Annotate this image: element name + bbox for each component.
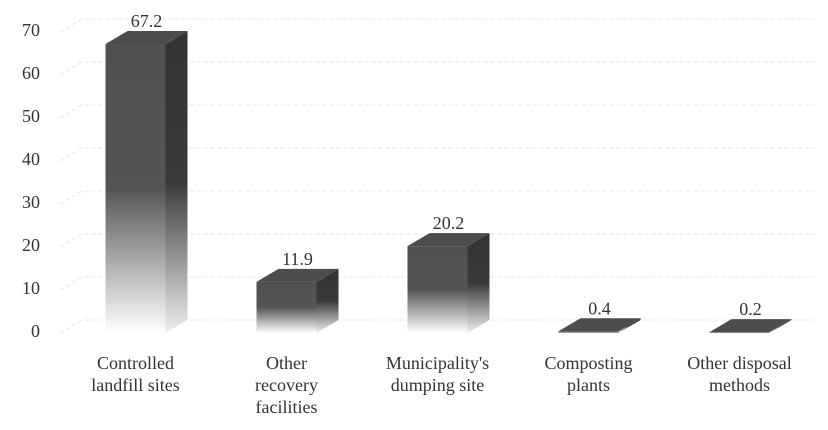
value-label: 67.2	[131, 11, 163, 31]
y-tick-label: 10	[22, 278, 40, 298]
value-label: 0.2	[739, 299, 762, 319]
y-tick-label: 20	[22, 235, 40, 255]
x-tick-label: Controlled landfill sites	[91, 353, 180, 395]
y-tick-label: 70	[22, 20, 40, 40]
y-tick-label: 50	[22, 106, 40, 126]
bar	[558, 331, 619, 333]
bar	[105, 44, 166, 333]
bar-top	[256, 268, 339, 282]
value-label: 20.2	[433, 213, 465, 233]
bar-side	[618, 318, 641, 333]
x-tick-label: Other recovery facilities	[255, 353, 318, 417]
grid-line	[59, 18, 815, 33]
bar-side	[316, 268, 339, 333]
grid-line	[59, 276, 815, 291]
value-label: 11.9	[282, 249, 313, 269]
grid-line	[59, 319, 815, 334]
grid-line	[59, 190, 815, 205]
bar-top	[709, 319, 792, 333]
bar	[709, 332, 770, 333]
bar-side	[165, 31, 188, 333]
x-tick-label: Other disposal methods	[687, 353, 792, 395]
grid-line	[59, 61, 815, 76]
y-tick-label: 0	[31, 321, 40, 341]
y-tick-label: 40	[22, 149, 40, 169]
bar-top	[407, 233, 490, 247]
y-tick-label: 60	[22, 63, 40, 83]
grid-line	[59, 104, 815, 119]
x-tick-label: Municipality's dumping site	[385, 353, 490, 395]
bar-top	[558, 318, 641, 332]
y-tick-label: 30	[22, 192, 40, 212]
value-label: 0.4	[588, 298, 611, 318]
bar-top	[105, 31, 188, 45]
bar-side	[769, 319, 792, 333]
grid-line	[59, 147, 815, 162]
bar-side	[467, 233, 490, 333]
bar	[407, 246, 468, 333]
grid-line	[59, 233, 815, 248]
x-tick-label: Composting plants	[544, 353, 633, 395]
bar	[256, 281, 317, 333]
